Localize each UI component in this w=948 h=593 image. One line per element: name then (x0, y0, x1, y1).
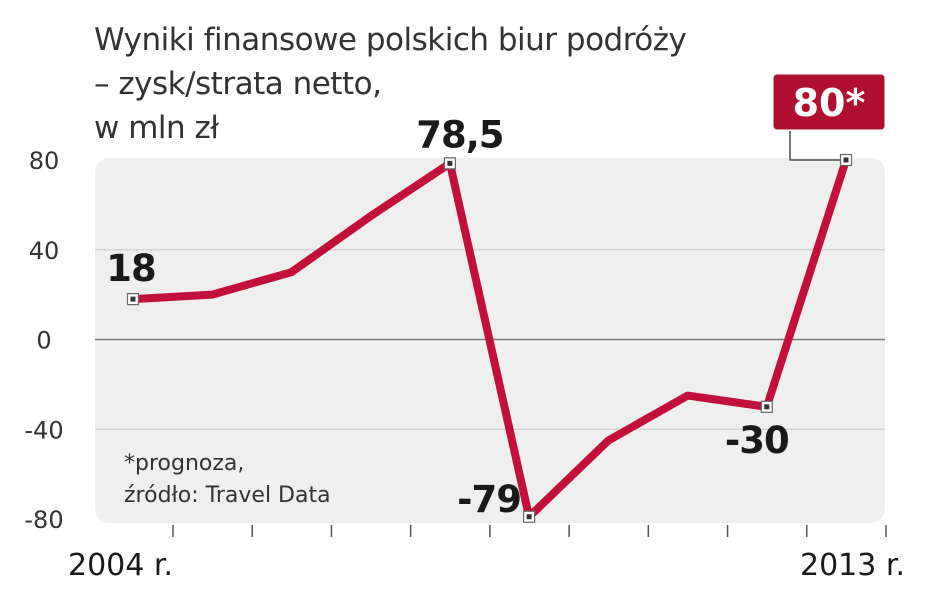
data-point-dot (526, 514, 532, 520)
data-label: 18 (106, 247, 156, 290)
x-tick-marks (172, 525, 887, 537)
footnote-line-2: źródło: Travel Data (124, 483, 331, 508)
y-tick-label: -40 (24, 416, 63, 444)
y-tick-label: 0 (36, 327, 51, 355)
chart-title-line-3: w mln zł (94, 110, 219, 146)
series-line-group (126, 153, 853, 523)
data-point-dot (764, 404, 770, 410)
data-label: -79 (457, 478, 521, 521)
chart-title-line-1: Wyniki finansowe polskich biur podróży (94, 22, 687, 58)
y-tick-label: 80 (29, 147, 60, 175)
forecast-flag-label: 80* (793, 81, 866, 125)
chart-title-line-2: – zysk/strata netto, (94, 66, 382, 102)
x-start-label: 2004 r. (68, 548, 173, 583)
series-line (129, 156, 850, 521)
data-label: 78,5 (416, 113, 503, 156)
forecast-flag-box (770, 71, 888, 133)
footnote-line-1: *prognoza, (124, 451, 244, 476)
data-point-dot (447, 160, 453, 166)
point-labels: 18 78,5 -79 -30 (106, 113, 789, 521)
y-tick-label: -80 (24, 506, 63, 534)
data-label: -30 (725, 419, 789, 462)
forecast-flag-leader (789, 131, 840, 161)
chart-title: Wyniki finansowe polskich biur podróży –… (94, 18, 687, 150)
x-end-label: 2013 r. (800, 548, 905, 583)
data-point-dot (130, 296, 136, 302)
data-point-dot (843, 157, 849, 163)
forecast-flag: 80* (770, 71, 888, 161)
y-tick-labels: 80 40 0 -40 -80 (24, 147, 63, 534)
y-tick-label: 40 (29, 237, 60, 265)
